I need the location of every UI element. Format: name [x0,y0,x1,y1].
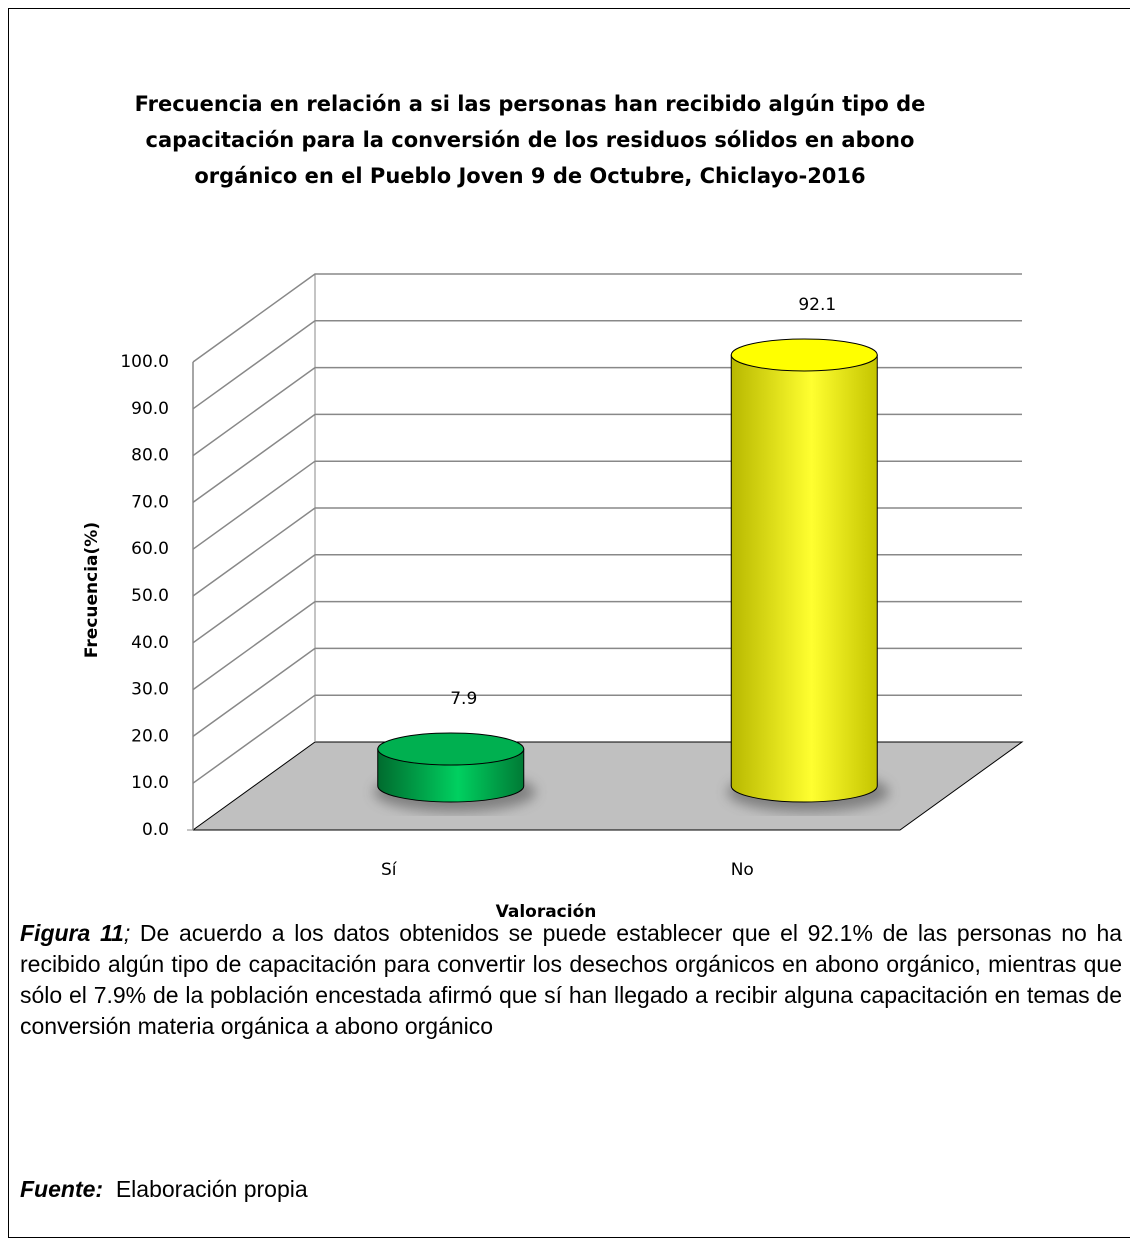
bar-top [730,338,878,372]
page: Frecuencia en relación a si las personas… [8,8,1130,1238]
y-tick-label: 40.0 [131,633,169,653]
grid-line [192,413,1022,504]
bar [730,354,878,803]
y-tick-label: 30.0 [131,680,169,700]
y-tick-label: 90.0 [131,399,169,419]
y-tick-label: 0.0 [142,820,169,840]
source-label: Fuente: [20,1176,104,1202]
y-tick-label: 20.0 [131,726,169,746]
chart-title: Frecuencia en relación a si las personas… [134,92,926,188]
grid-line [192,366,1022,457]
data-label: 92.1 [798,295,836,315]
x-tick-label: Sí [381,860,398,880]
y-axis-title: Frecuencia(%) [82,522,102,658]
grid-line [192,273,1022,363]
chart: Frecuencia(%) Valoración 0.0 10.0 20.0 30.0… [82,273,1024,922]
source-text: Elaboración propia [115,1176,308,1202]
caption: Figura 11; De acuerdo a los datos obteni… [20,918,1122,1042]
grid-line [192,460,1022,550]
grid-line [192,600,1022,691]
floor [191,741,1024,831]
caption-separator: ; [123,920,131,946]
data-label: 7.9 [450,689,477,709]
grid-line [192,554,1022,644]
y-tick-label: 10.0 [131,773,169,793]
caption-text: De acuerdo a los datos obtenidos se pued… [20,920,1123,1039]
y-tick-label: 70.0 [131,492,169,512]
source: Fuente: Elaboración propia [20,1176,308,1203]
y-tick-label: 60.0 [131,539,169,559]
caption-label: Figura 11 [20,920,124,946]
bar-top [377,732,525,766]
grid-line [192,320,1022,410]
x-axis-title: Valoración [496,902,597,922]
x-tick-label: No [731,860,754,880]
y-tick-label: 100.0 [120,352,169,372]
grid-line [192,647,1022,738]
y-tick-label: 80.0 [131,446,169,466]
y-tick-label: 50.0 [131,586,169,606]
grid-line [192,507,1022,597]
